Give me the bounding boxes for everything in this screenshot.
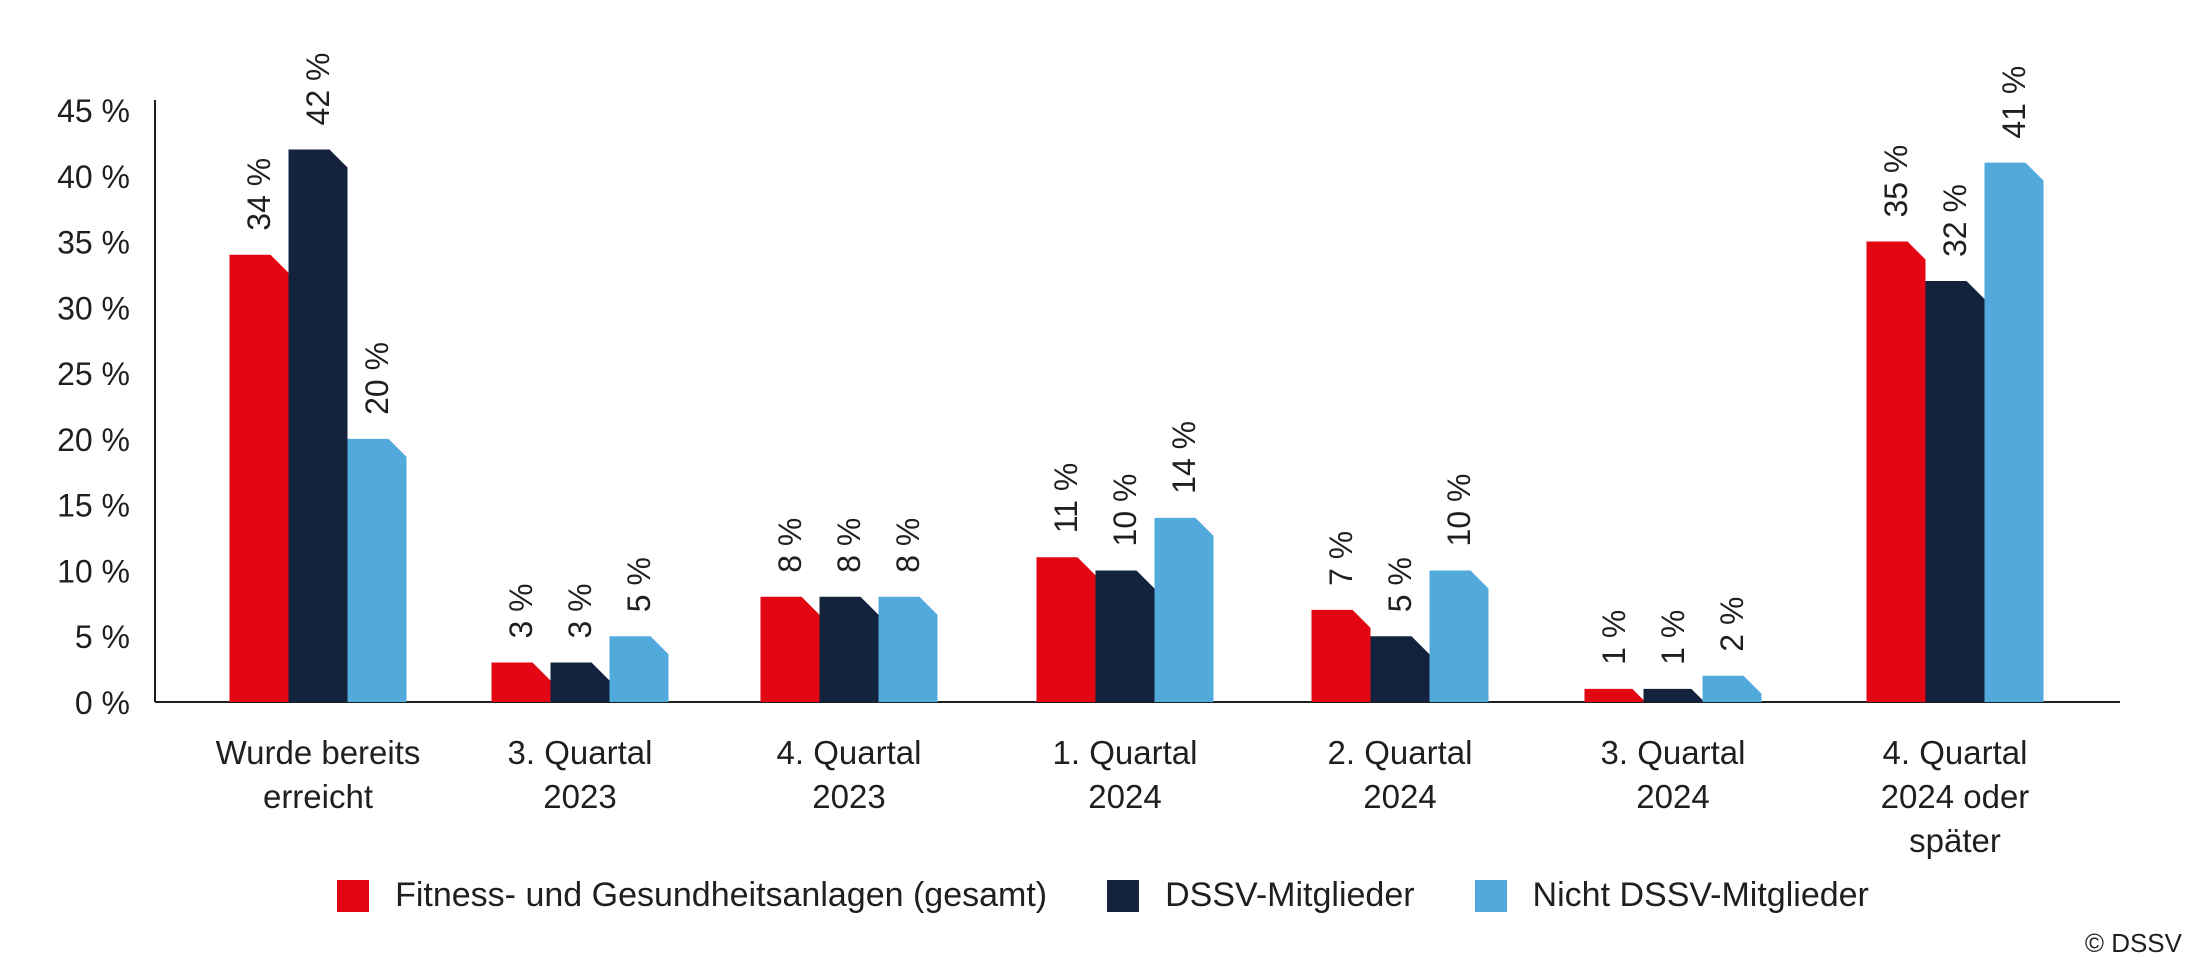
copyright-notice: © DSSV (2084, 928, 2182, 958)
y-tick-label: 15 % (57, 488, 130, 524)
x-category-label: 2. Quartal 2024 (1328, 734, 1473, 815)
x-category-label: 3. Quartal 2023 (508, 734, 653, 815)
bar-value-label: 3 % (562, 583, 598, 638)
bar-value-label: 1 % (1655, 610, 1691, 665)
bar-value-label: 10 % (1107, 474, 1143, 547)
bar (609, 636, 669, 702)
bar-value-label: 35 % (1878, 145, 1914, 218)
bar-value-label: 11 % (1048, 463, 1084, 534)
bar-value-label: 3 % (503, 583, 539, 638)
y-tick-label: 5 % (75, 619, 130, 655)
bar-value-label: 8 % (890, 518, 926, 573)
bar (1643, 688, 1703, 702)
legend-item-gesamt: Fitness- und Gesundheitsanlagen (gesamt) (337, 876, 1047, 915)
y-axis: 0 % 5 % 10 % 15 % 20 % 25 % 30 % 35 % 40 % 45 % (57, 93, 156, 721)
bar-value-label: 1 % (1596, 610, 1632, 665)
legend-label: Nicht DSSV-Mitglieder (1532, 876, 1869, 914)
x-axis: Wurde bereits erreicht 3. Quartal 2023 4. Qu… (155, 701, 2120, 859)
bar (819, 596, 879, 702)
legend-swatch (1474, 879, 1507, 912)
bar (550, 662, 610, 702)
bar-value-label: 32 % (1937, 184, 1973, 257)
legend-swatch (337, 879, 370, 912)
bar (1429, 570, 1489, 702)
y-tick-label: 35 % (57, 225, 130, 261)
bar (1154, 517, 1214, 702)
legend-item-nicht-dssv-mitglieder: Nicht DSSV-Mitglieder (1474, 876, 1869, 915)
bar-value-label: 7 % (1323, 531, 1359, 586)
legend-label: Fitness- und Gesundheitsanlagen (gesamt) (395, 876, 1048, 914)
legend: Fitness- und Gesundheitsanlagen (gesamt)… (0, 876, 2206, 915)
x-category-label: Wurde bereits erreicht (216, 734, 421, 815)
y-tick-label: 25 % (57, 356, 130, 392)
bar (491, 662, 551, 702)
bar (1584, 688, 1644, 702)
bar-value-label: 2 % (1714, 597, 1750, 652)
x-category-label: 4. Quartal 2024 oder später (1881, 734, 2030, 859)
bars (229, 149, 2044, 703)
bar-value-label: 8 % (831, 518, 867, 573)
data-labels: 34 % 3 % 8 % 11 % 7 % 1 % 35 % 42 % 3 % 8 % 10 % 5 … (241, 53, 2032, 665)
bar (347, 438, 407, 702)
bar (229, 254, 289, 702)
bar-value-label: 10 % (1441, 474, 1477, 547)
y-tick-label: 0 % (75, 685, 130, 721)
bar-value-label: 8 % (772, 518, 808, 573)
bar (1984, 162, 2044, 703)
x-category-label: 4. Quartal 2023 (777, 734, 922, 815)
y-tick-label: 45 % (57, 93, 130, 129)
bar (878, 596, 938, 702)
bar (1866, 241, 1926, 703)
bar (760, 596, 820, 702)
bar-value-label: 5 % (1382, 557, 1418, 612)
y-tick-label: 40 % (57, 159, 130, 195)
legend-item-dssv-mitglieder: DSSV-Mitglieder (1107, 876, 1415, 915)
x-category-label: 3. Quartal 2024 (1601, 734, 1746, 815)
bar (1311, 609, 1371, 702)
bar (1036, 557, 1096, 702)
legend-label: DSSV-Mitglieder (1165, 876, 1415, 914)
bar-value-label: 20 % (359, 342, 395, 415)
y-tick-label: 10 % (57, 553, 130, 589)
x-category-label: 1. Quartal 2024 (1053, 734, 1198, 815)
bar (1925, 281, 1985, 702)
bar-value-label: 14 % (1166, 421, 1202, 494)
bar (288, 149, 348, 702)
y-tick-label: 20 % (57, 422, 130, 458)
bar-value-label: 5 % (621, 557, 657, 612)
bar-value-label: 41 % (1996, 66, 2032, 139)
legend-swatch (1107, 879, 1140, 912)
bar-value-label: 42 % (300, 53, 336, 126)
bar (1702, 675, 1762, 702)
bar (1370, 636, 1430, 702)
bar (1095, 570, 1155, 702)
y-tick-label: 30 % (57, 290, 130, 326)
bar-value-label: 34 % (241, 158, 277, 231)
